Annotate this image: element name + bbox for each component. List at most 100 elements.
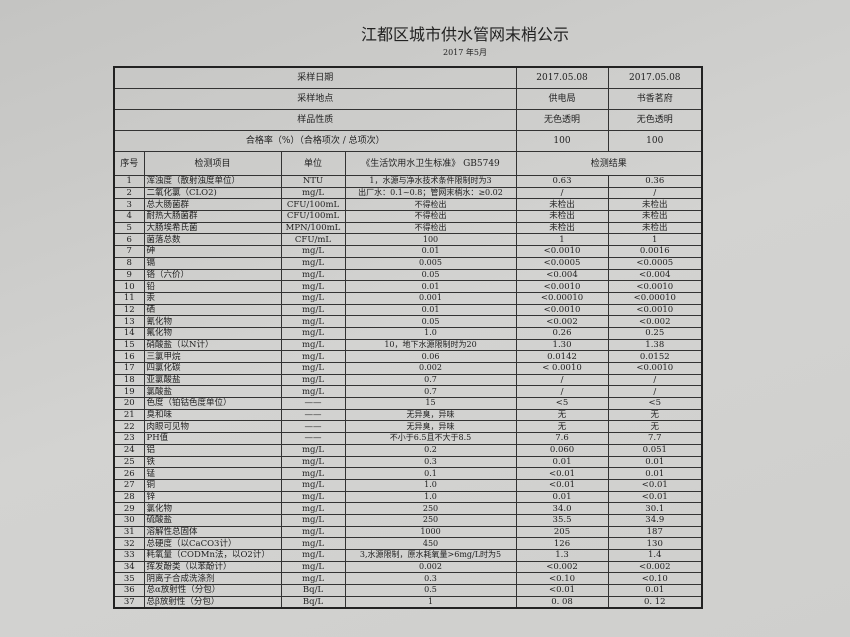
table-row: 12 硒 mg/L 0.01 <0.0010 <0.0010 [113,303,703,317]
result-2: <0.0010 [607,303,703,317]
summary-value-1: 100 [515,130,609,152]
result-1: <0.002 [515,315,609,328]
result-2: <0.002 [607,560,703,574]
test-item: 锌 [143,490,282,504]
result-1: 126 [515,537,609,550]
standard-limit: 0.01 [344,280,517,293]
unit: mg/L [280,572,346,586]
standard-limit: 100 [344,233,517,247]
result-1: 0.26 [515,326,609,340]
table-row: 37 总β放射性（分包） Bq/L 1 0. 08 0. 12 [113,595,703,609]
result-2: 0.0152 [607,350,703,363]
test-item: 氟化物 [143,326,282,340]
summary-value-2: 2017.05.08 [607,66,703,89]
standard-limit: 出厂水：0.1~0.8；管网末梢水：≥0.02 [344,186,517,200]
standard-limit: 0.05 [344,315,517,328]
unit: mg/L [280,256,346,270]
unit: mg/L [280,478,346,492]
test-item: PH值 [143,432,282,445]
table-row: 10 铅 mg/L 0.01 <0.0010 <0.0010 [113,280,703,293]
unit: CFU/mL [280,233,346,247]
standard-limit: 不小于6.5且不大于8.5 [344,432,517,445]
standard-limit: 1.0 [344,490,517,504]
unit: mg/L [280,280,346,293]
row-number: 23 [113,432,145,445]
document-title: 江都区城市供水管网末梢公示 [360,25,569,44]
table-row: 23 PH值 —— 不小于6.5且不大于8.5 7.6 7.7 [113,432,703,445]
result-1: 34.0 [515,502,609,515]
result-1: <0.002 [515,560,609,574]
test-item: 硒 [143,303,282,317]
table-row: 24 铝 mg/L 0.2 0.060 0.051 [113,443,703,457]
test-item: 氰化物 [143,315,282,328]
test-item: 肉眼可见物 [143,420,282,434]
standard-limit: 0.1 [344,467,517,480]
summary-value-2: 书香茗府 [607,88,703,110]
result-1: / [515,385,609,399]
result-1: / [515,186,609,200]
table-row: 35 阴离子合成洗涤剂 mg/L 0.3 <0.10 <0.10 [113,572,703,586]
result-2: 未检出 [607,198,703,212]
standard-limit: 450 [344,537,517,550]
unit: mg/L [280,443,346,457]
header-item: 检测项目 [143,151,282,176]
result-1: 0. 08 [515,595,609,609]
unit: mg/L [280,525,346,539]
result-1: <0.004 [515,268,609,282]
result-2: <0.002 [607,315,703,328]
test-item: 氯酸盐 [143,385,282,399]
row-number: 33 [113,549,145,562]
result-2: 0.0016 [607,245,703,258]
test-item: 亚氯酸盐 [143,373,282,387]
unit: mg/L [280,326,346,340]
row-number: 6 [113,233,145,247]
table-row: 33 耗氧量（CODMn法，以O2计） mg/L 3,水源限制，原水耗氧量>6mg/L… [113,549,703,562]
row-number: 37 [113,595,145,609]
standard-limit: 0.002 [344,362,517,375]
result-1: 0.63 [515,175,609,188]
result-2: 34.9 [607,513,703,527]
summary-row: 合格率（%）（合格项次 / 总项次） 100 100 [113,130,703,152]
standard-limit: 0.3 [344,572,517,586]
unit: mg/L [280,291,346,305]
table-row: 13 氰化物 mg/L 0.05 <0.002 <0.002 [113,315,703,328]
unit: mg/L [280,350,346,363]
result-2: 130 [607,537,703,550]
row-number: 34 [113,560,145,574]
unit: —— [280,408,346,422]
table-row: 19 氯酸盐 mg/L 0.7// [113,385,703,399]
row-number: 24 [113,443,145,457]
test-item: 色度（铂钴色度单位） [143,397,282,410]
summary-row: 采样地点 供电局 书香茗府 [113,88,703,110]
table-row: 5 大肠埃希氏菌 MPN/100mL 不得检出 未检出 未检出 [113,221,703,235]
test-item: 溶解性总固体 [143,525,282,539]
table-row: 18 亚氯酸盐 mg/L 0.7// [113,373,703,387]
result-2: / [607,385,703,399]
standard-limit: 1000 [344,525,517,539]
result-1: 无 [515,408,609,422]
summary-label: 样品性质 [113,109,517,131]
table-row: 16 三氯甲烷 mg/L 0.06 0.0142 0.0152 [113,350,703,363]
row-number: 26 [113,467,145,480]
result-2: 0.01 [607,455,703,469]
result-1: 1 [515,233,609,247]
unit: mg/L [280,338,346,352]
row-number: 19 [113,385,145,399]
result-2: 1 [607,233,703,247]
test-item: 铬（六价） [143,268,282,282]
row-number: 29 [113,502,145,515]
test-item: 浑浊度（散射浊度单位） [143,175,282,188]
result-1: 1.3 [515,549,609,562]
result-1: 205 [515,525,609,539]
test-item: 铜 [143,478,282,492]
table-row: 27 铜 mg/L 1.0 <0.01 <0.01 [113,478,703,492]
result-1: <0.0010 [515,245,609,258]
standard-limit: 不得检出 [344,221,517,235]
row-number: 13 [113,315,145,328]
row-number: 2 [113,186,145,200]
result-1: 0.0142 [515,350,609,363]
standard-limit: 1，水源与净水技术条件限制时为3 [344,175,517,188]
table-row: 9 铬（六价） mg/L 0.05 <0.004 <0.004 [113,268,703,282]
header-standard: 《生活饮用水卫生标准》 GB5749 [344,151,517,176]
test-item: 硫酸盐 [143,513,282,527]
